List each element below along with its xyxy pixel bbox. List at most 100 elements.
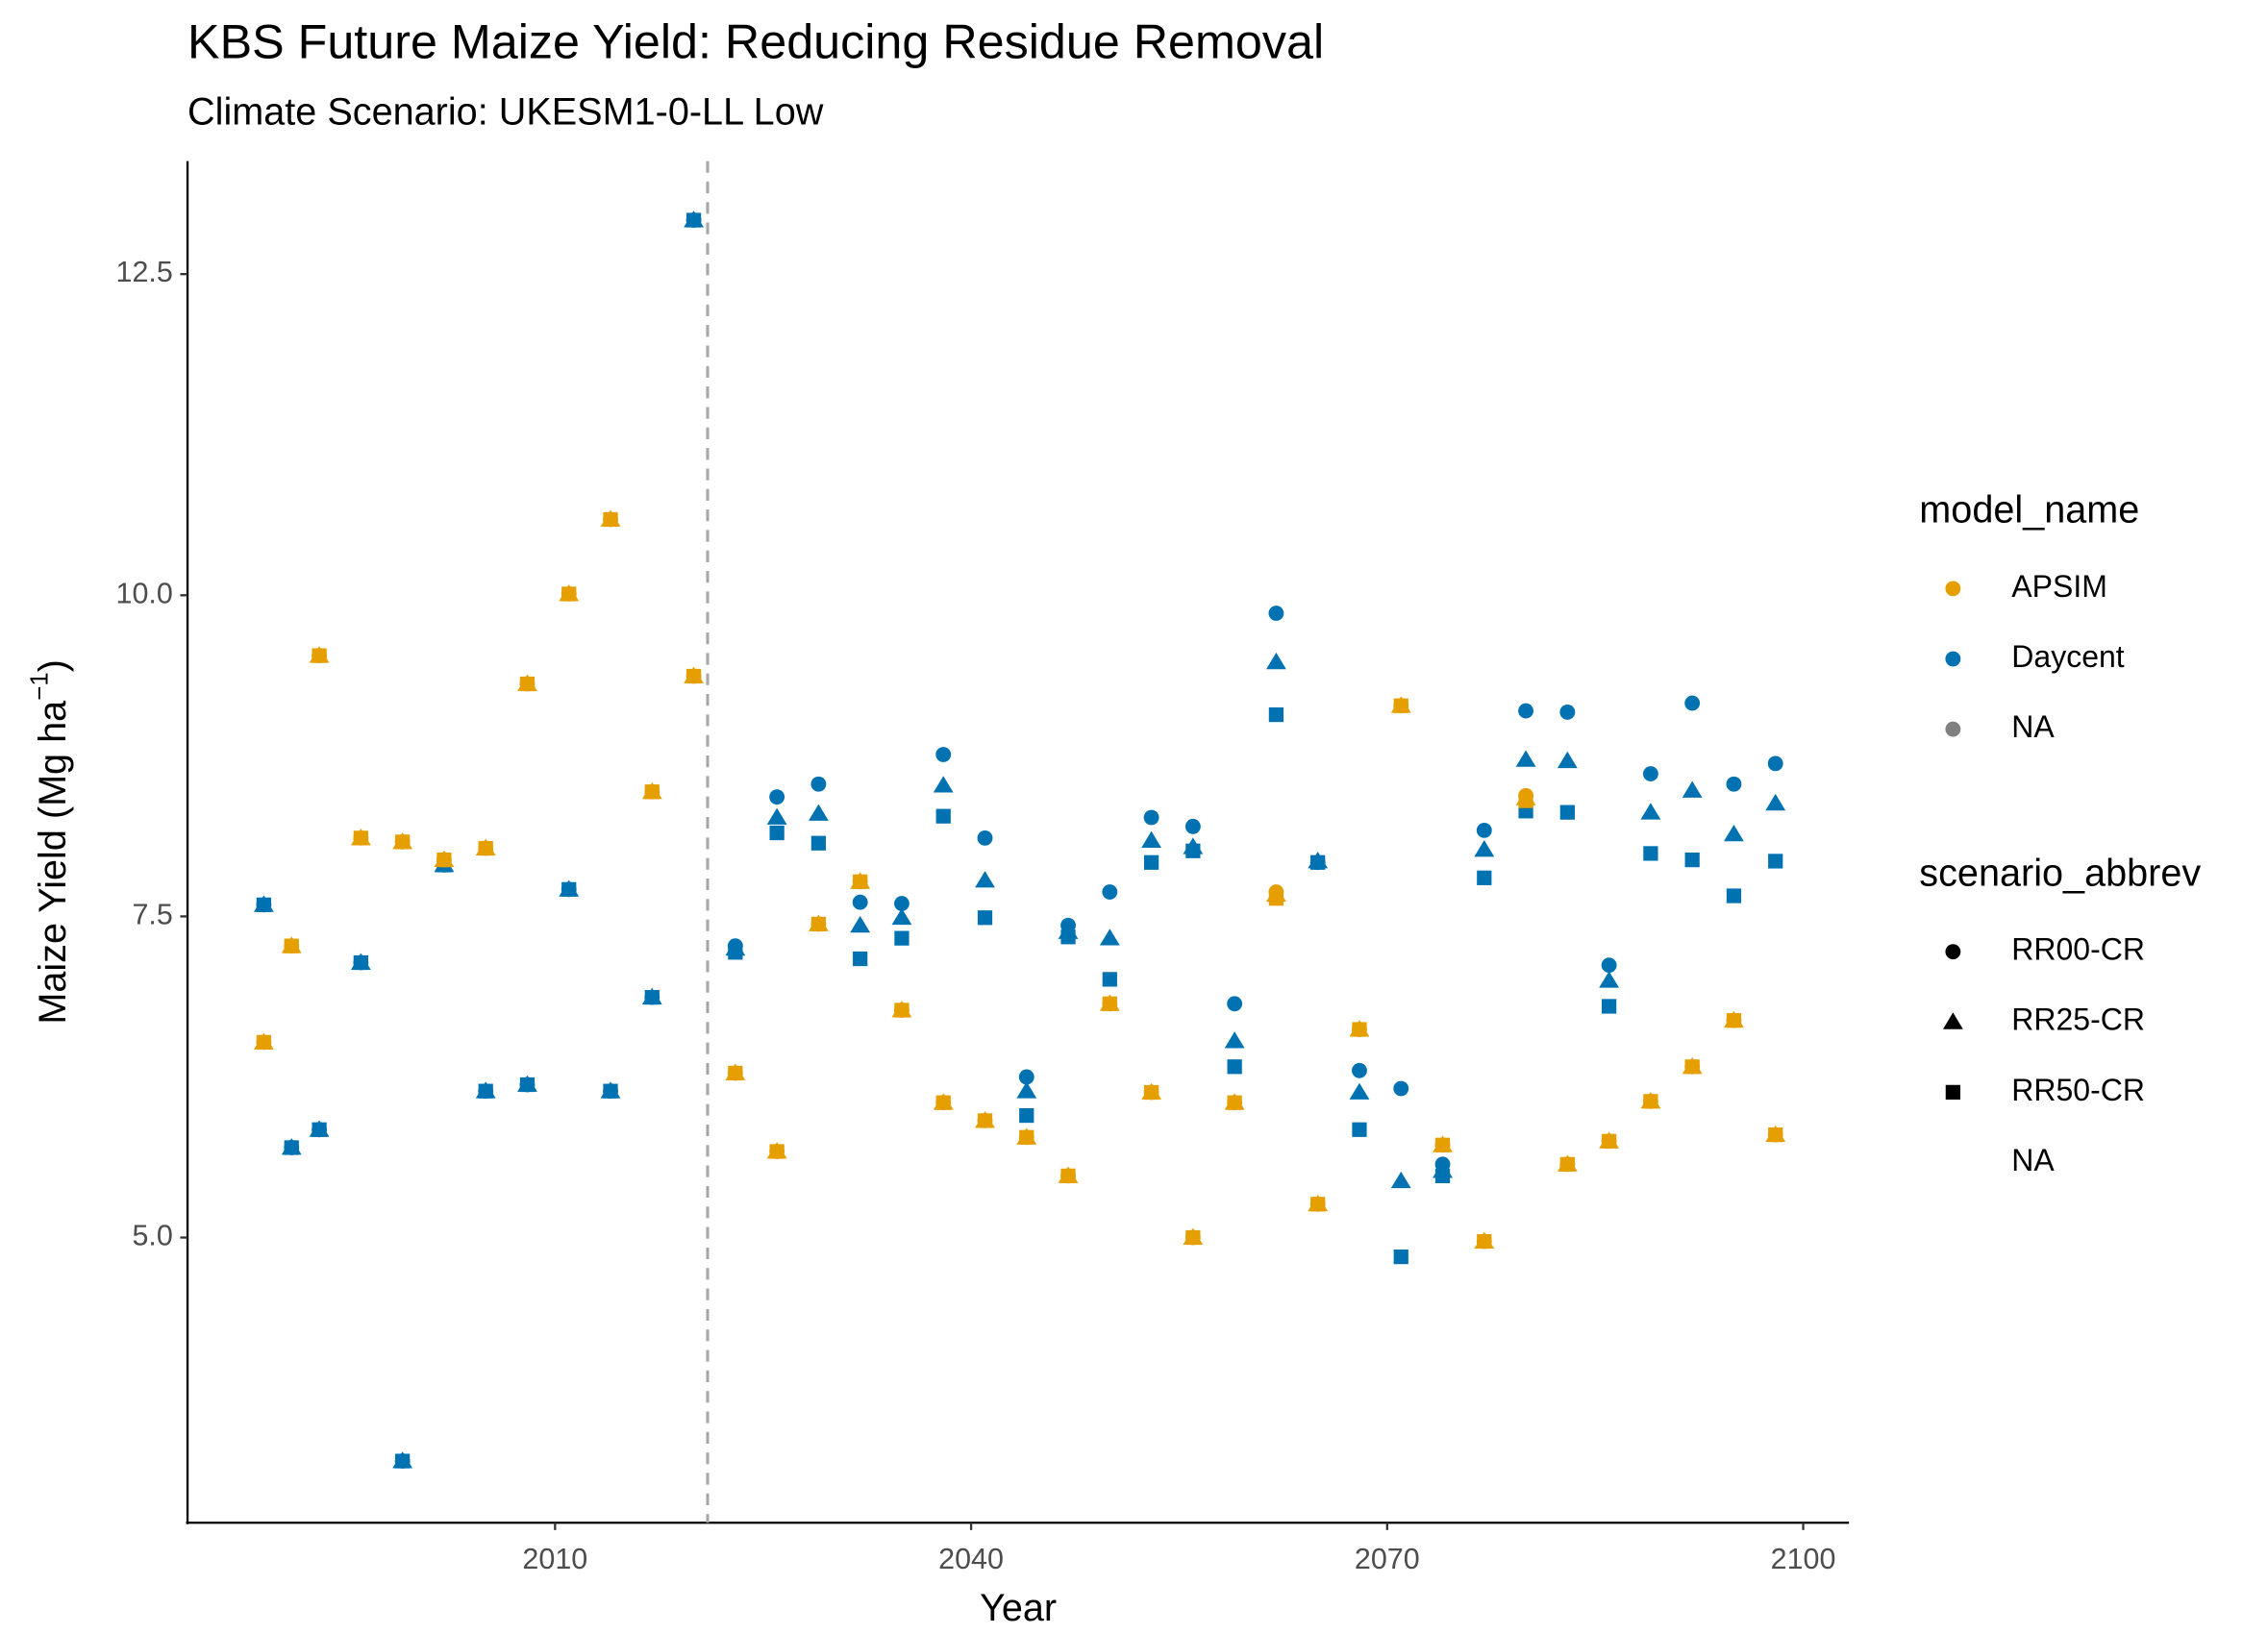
legend-title: scenario_abbrev (1919, 852, 2201, 894)
data-point (1643, 846, 1658, 861)
data-point (603, 1083, 618, 1100)
data-point (1640, 803, 1661, 820)
data-point (1477, 870, 1492, 885)
data-point (1559, 704, 1576, 720)
data-point (1268, 706, 1284, 723)
data-point (1393, 1249, 1408, 1265)
x-tick-label: 2100 (1771, 1543, 1836, 1575)
data-point (1601, 957, 1617, 974)
legend-key (1945, 581, 1961, 597)
y-axis-title-sup: −1 (27, 672, 54, 701)
data-point (1518, 787, 1533, 804)
data-point (1019, 1107, 1034, 1124)
data-point (769, 825, 785, 841)
data-point (935, 808, 951, 824)
data-point (1768, 854, 1783, 869)
y-axis-title-text: Maize Yield (Mg ha (32, 700, 74, 1025)
data-point (1183, 837, 1204, 854)
data-point (519, 676, 536, 692)
data-point (810, 776, 827, 792)
data-point (935, 747, 952, 762)
data-point (1099, 928, 1120, 946)
data-point (1060, 1168, 1076, 1184)
data-point (1143, 809, 1159, 826)
data-point (1726, 776, 1742, 792)
data-point (850, 915, 871, 933)
data-point (1682, 780, 1703, 798)
data-point (685, 212, 702, 228)
legend-label: RR00-CR (2011, 932, 2145, 967)
data-point (1724, 824, 1744, 842)
data-point (1352, 1122, 1367, 1137)
data-point (1184, 1229, 1201, 1246)
data-point (891, 907, 912, 926)
legend-key (1945, 1084, 1960, 1100)
data-point (894, 1003, 910, 1018)
data-point (1352, 1062, 1367, 1078)
data-point (312, 648, 328, 664)
legend-key (1945, 721, 1961, 737)
data-point (1102, 884, 1118, 900)
legend-label: RR50-CR (2011, 1073, 2145, 1107)
chart-subtitle: Climate Scenario: UKESM1-0-LL Low (187, 90, 824, 133)
data-point (256, 897, 272, 913)
data-point (1393, 1080, 1409, 1097)
data-point (766, 807, 787, 825)
data-point (1268, 884, 1284, 900)
data-point (727, 1065, 743, 1081)
data-point (644, 989, 660, 1005)
data-point (1599, 971, 1620, 988)
data-point (1309, 854, 1326, 871)
data-point (1184, 818, 1201, 834)
data-point (284, 1140, 300, 1155)
data-point (933, 776, 954, 793)
data-point (1102, 996, 1118, 1012)
data-point (1060, 917, 1076, 933)
data-point (1642, 1093, 1658, 1109)
data-point (1474, 840, 1495, 857)
data-point (1434, 1156, 1451, 1173)
legend-label: NA (2011, 1143, 2055, 1177)
data-point (1559, 1156, 1576, 1173)
data-point (1393, 698, 1409, 714)
legend-key (1942, 1012, 1963, 1029)
data-point (1518, 703, 1533, 719)
x-tick-label: 2010 (522, 1543, 587, 1575)
data-point (977, 1112, 993, 1128)
data-point (1767, 1126, 1783, 1143)
data-point (1684, 852, 1700, 868)
data-point (1684, 1058, 1701, 1075)
data-point (935, 1095, 952, 1111)
data-point (312, 1122, 328, 1138)
data-point (1143, 854, 1159, 870)
data-point (1227, 996, 1243, 1012)
legend-label: Daycent (2011, 639, 2124, 674)
y-tick-label: 10.0 (115, 577, 172, 609)
data-point (561, 881, 577, 898)
data-point (1018, 1069, 1034, 1085)
data-point (1601, 999, 1617, 1014)
data-point (1476, 1233, 1492, 1250)
data-point (1352, 1022, 1367, 1037)
data-point (1726, 1012, 1742, 1028)
data-point (394, 833, 411, 850)
data-point (810, 916, 827, 932)
data-point (478, 840, 494, 856)
legend-label: APSIM (2011, 569, 2107, 604)
y-tick-label: 5.0 (132, 1220, 172, 1252)
data-point (1227, 1059, 1242, 1075)
data-point (1642, 766, 1658, 781)
chart-title: KBS Future Maize Yield: Reducing Residue… (187, 14, 1324, 69)
data-point (561, 586, 577, 602)
data-point (894, 896, 910, 911)
y-tick-label: 12.5 (115, 256, 172, 288)
data-point (256, 1034, 272, 1051)
data-point (394, 1453, 411, 1469)
data-point (1141, 830, 1161, 848)
y-axis-title-end: ) (32, 659, 74, 672)
data-point (519, 1077, 536, 1093)
legend-key (1945, 944, 1961, 960)
data-point (1765, 793, 1786, 811)
data-point (1268, 606, 1284, 621)
